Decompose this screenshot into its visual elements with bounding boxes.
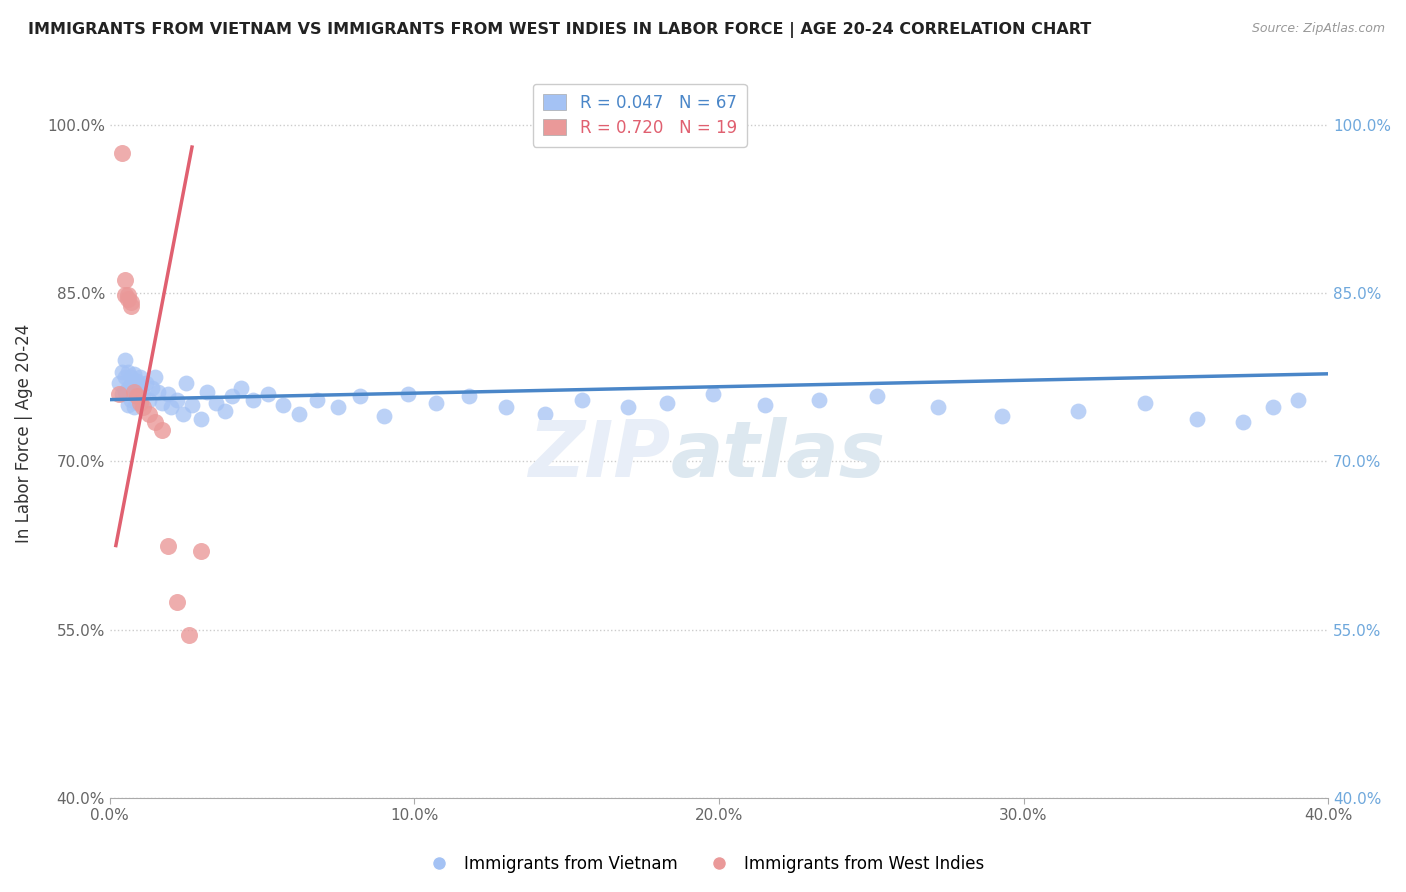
Point xyxy=(122,384,145,399)
Point xyxy=(122,367,145,381)
Point xyxy=(495,401,517,415)
Y-axis label: In Labor Force | Age 20-24: In Labor Force | Age 20-24 xyxy=(15,324,32,543)
Point xyxy=(190,411,212,425)
Point xyxy=(425,396,447,410)
Point xyxy=(181,398,204,412)
Legend: Immigrants from Vietnam, Immigrants from West Indies: Immigrants from Vietnam, Immigrants from… xyxy=(415,848,991,880)
Point xyxy=(159,401,181,415)
Point xyxy=(114,384,136,399)
Point xyxy=(111,145,134,160)
Point xyxy=(166,594,188,608)
Point xyxy=(927,401,949,415)
Point xyxy=(166,392,188,407)
Point xyxy=(120,392,142,407)
Point xyxy=(571,392,593,407)
Point xyxy=(305,392,328,407)
Point xyxy=(114,288,136,302)
Point xyxy=(138,392,160,407)
Point xyxy=(117,292,139,306)
Point xyxy=(1067,404,1090,418)
Point xyxy=(1232,415,1254,429)
Point xyxy=(534,407,557,421)
Point xyxy=(991,409,1014,424)
Point xyxy=(702,387,724,401)
Point xyxy=(866,389,889,403)
Point xyxy=(1135,396,1157,410)
Point xyxy=(150,396,173,410)
Point xyxy=(117,398,139,412)
Point xyxy=(117,365,139,379)
Point xyxy=(174,376,197,390)
Point xyxy=(141,381,163,395)
Point xyxy=(396,387,419,401)
Point xyxy=(127,374,149,388)
Text: atlas: atlas xyxy=(671,417,886,493)
Point xyxy=(135,376,157,390)
Point xyxy=(145,415,167,429)
Point xyxy=(214,404,236,418)
Point xyxy=(120,370,142,384)
Point xyxy=(1185,411,1208,425)
Point xyxy=(145,370,167,384)
Point xyxy=(287,407,309,421)
Text: ZIP: ZIP xyxy=(529,417,671,493)
Point xyxy=(129,396,152,410)
Point xyxy=(111,365,134,379)
Point xyxy=(205,396,228,410)
Point xyxy=(754,398,776,412)
Point xyxy=(132,387,155,401)
Point xyxy=(1286,392,1309,407)
Point xyxy=(120,378,142,392)
Point xyxy=(273,398,295,412)
Point xyxy=(808,392,831,407)
Point xyxy=(616,401,638,415)
Point xyxy=(373,409,395,424)
Point xyxy=(122,401,145,415)
Point xyxy=(114,272,136,286)
Point xyxy=(172,407,194,421)
Point xyxy=(148,384,170,399)
Point xyxy=(138,407,160,421)
Point xyxy=(122,387,145,401)
Point xyxy=(458,389,481,403)
Point xyxy=(127,396,149,410)
Legend: R = 0.047   N = 67, R = 0.720   N = 19: R = 0.047 N = 67, R = 0.720 N = 19 xyxy=(533,84,747,147)
Point xyxy=(150,423,173,437)
Point xyxy=(108,376,131,390)
Point xyxy=(257,387,280,401)
Point xyxy=(349,389,371,403)
Point xyxy=(177,628,200,642)
Point xyxy=(129,378,152,392)
Point xyxy=(117,381,139,395)
Point xyxy=(156,387,179,401)
Point xyxy=(242,392,264,407)
Point xyxy=(156,539,179,553)
Point xyxy=(117,288,139,302)
Point xyxy=(190,544,212,558)
Point xyxy=(127,384,149,399)
Point xyxy=(120,300,142,314)
Text: Source: ZipAtlas.com: Source: ZipAtlas.com xyxy=(1251,22,1385,36)
Point xyxy=(229,381,252,395)
Point xyxy=(114,370,136,384)
Point xyxy=(111,387,134,401)
Point xyxy=(127,389,149,403)
Text: IMMIGRANTS FROM VIETNAM VS IMMIGRANTS FROM WEST INDIES IN LABOR FORCE | AGE 20-2: IMMIGRANTS FROM VIETNAM VS IMMIGRANTS FR… xyxy=(28,22,1091,38)
Point xyxy=(108,387,131,401)
Point xyxy=(1263,401,1285,415)
Point xyxy=(129,370,152,384)
Point xyxy=(120,295,142,310)
Point xyxy=(195,384,218,399)
Point xyxy=(328,401,350,415)
Point xyxy=(114,353,136,368)
Point xyxy=(657,396,679,410)
Point xyxy=(132,401,155,415)
Point xyxy=(221,389,243,403)
